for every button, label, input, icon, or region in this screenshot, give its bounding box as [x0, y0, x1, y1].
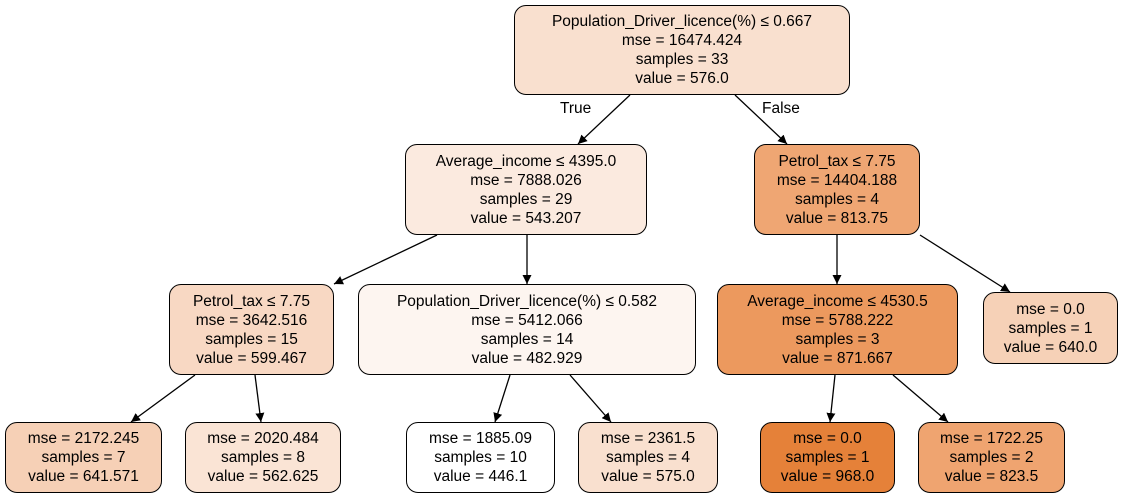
node-mse: mse = 2361.5	[600, 430, 696, 447]
node-value: value = 543.207	[470, 209, 582, 227]
node-mse: mse = 1885.09	[429, 430, 532, 447]
tree-node-l3f: mse = 1722.25 samples = 2 value = 823.5	[918, 422, 1065, 493]
node-mse: mse = 2020.484	[207, 430, 319, 447]
node-samples: samples = 15	[205, 330, 298, 348]
node-value: value = 482.929	[471, 349, 583, 367]
true-edge-label: True	[560, 100, 592, 117]
node-split-condition: Petrol_tax ≤ 7.75	[192, 292, 311, 310]
node-mse: mse = 5788.222	[781, 311, 894, 329]
node-samples: samples = 1	[1008, 319, 1093, 337]
node-mse: mse = 0.0	[793, 430, 862, 447]
node-mse: mse = 1722.25	[940, 430, 1043, 447]
edge-l1b-l2d	[919, 234, 1011, 293]
node-samples: samples = 4	[794, 190, 879, 208]
node-split-condition: Population_Driver_licence(%) ≤ 0.582	[396, 292, 658, 310]
node-value: value = 968.0	[780, 468, 875, 485]
tree-node-l3e: mse = 0.0 samples = 1 value = 968.0	[760, 422, 895, 493]
edge-l2c-l3f	[892, 374, 949, 423]
edge-l1a-l2a	[333, 234, 438, 285]
node-mse: mse = 5412.066	[471, 311, 583, 329]
node-value: value = 576.0	[635, 70, 729, 87]
edge-l2a-l3b	[254, 374, 265, 423]
node-samples: samples = 2	[949, 449, 1034, 466]
node-samples: samples = 7	[41, 449, 126, 466]
node-value: value = 641.571	[28, 468, 139, 485]
tree-node-l3c: mse = 1885.09 samples = 10 value = 446.1	[406, 422, 555, 493]
node-samples: samples = 10	[434, 449, 527, 466]
node-value: value = 640.0	[1003, 338, 1098, 356]
tree-node-l3a: mse = 2172.245 samples = 7 value = 641.5…	[5, 422, 162, 493]
edge-root-l1b	[734, 94, 788, 145]
node-value: value = 562.625	[207, 468, 319, 485]
node-samples: samples = 8	[220, 449, 305, 466]
node-split-condition: Average_income ≤ 4395.0	[435, 152, 617, 170]
node-split-condition: Average_income ≤ 4530.5	[747, 292, 928, 310]
tree-node-l1b: Petrol_tax ≤ 7.75 mse = 14404.188 sample…	[754, 144, 920, 235]
node-value: value = 823.5	[944, 468, 1039, 485]
tree-node-l2d: mse = 0.0 samples = 1 value = 640.0	[983, 292, 1118, 364]
tree-node-l2a: Petrol_tax ≤ 7.75 mse = 3642.516 samples…	[169, 284, 334, 375]
edge-l2a-l3a	[130, 374, 196, 423]
false-edge-label: False	[762, 100, 800, 117]
node-samples: samples = 3	[795, 330, 880, 348]
edge-l2c-l3e	[826, 374, 836, 423]
node-mse: mse = 0.0	[1016, 300, 1085, 318]
edge-l2b-l3c	[493, 374, 511, 423]
node-samples: samples = 1	[785, 449, 870, 466]
edge-l2b-l3d	[569, 374, 612, 423]
node-value: value = 446.1	[433, 468, 528, 485]
tree-node-l3d: mse = 2361.5 samples = 4 value = 575.0	[578, 422, 718, 493]
node-mse: mse = 3642.516	[195, 311, 308, 329]
node-value: value = 575.0	[601, 468, 695, 485]
node-mse: mse = 2172.245	[27, 430, 140, 447]
tree-node-l2b: Population_Driver_licence(%) ≤ 0.582 mse…	[358, 284, 696, 375]
node-mse: mse = 16474.424	[621, 32, 743, 49]
node-samples: samples = 29	[479, 190, 573, 208]
node-samples: samples = 33	[635, 51, 729, 68]
node-mse: mse = 14404.188	[776, 171, 898, 189]
node-split-condition: Petrol_tax ≤ 7.75	[778, 152, 896, 170]
tree-node-root: Population_Driver_licence(%) ≤ 0.667 mse…	[514, 5, 850, 95]
node-mse: mse = 7888.026	[470, 171, 582, 189]
node-value: value = 599.467	[196, 349, 307, 367]
tree-node-l3b: mse = 2020.484 samples = 8 value = 562.6…	[185, 422, 341, 493]
node-split-condition: Population_Driver_licence(%) ≤ 0.667	[551, 13, 813, 30]
node-samples: samples = 14	[480, 330, 574, 348]
node-value: value = 813.75	[785, 209, 889, 227]
tree-node-l2c: Average_income ≤ 4530.5 mse = 5788.222 s…	[717, 284, 958, 375]
node-samples: samples = 4	[605, 449, 690, 466]
tree-node-l1a: Average_income ≤ 4395.0 mse = 7888.026 s…	[405, 144, 647, 235]
node-value: value = 871.667	[782, 349, 893, 367]
edge-root-l1a	[577, 94, 631, 145]
